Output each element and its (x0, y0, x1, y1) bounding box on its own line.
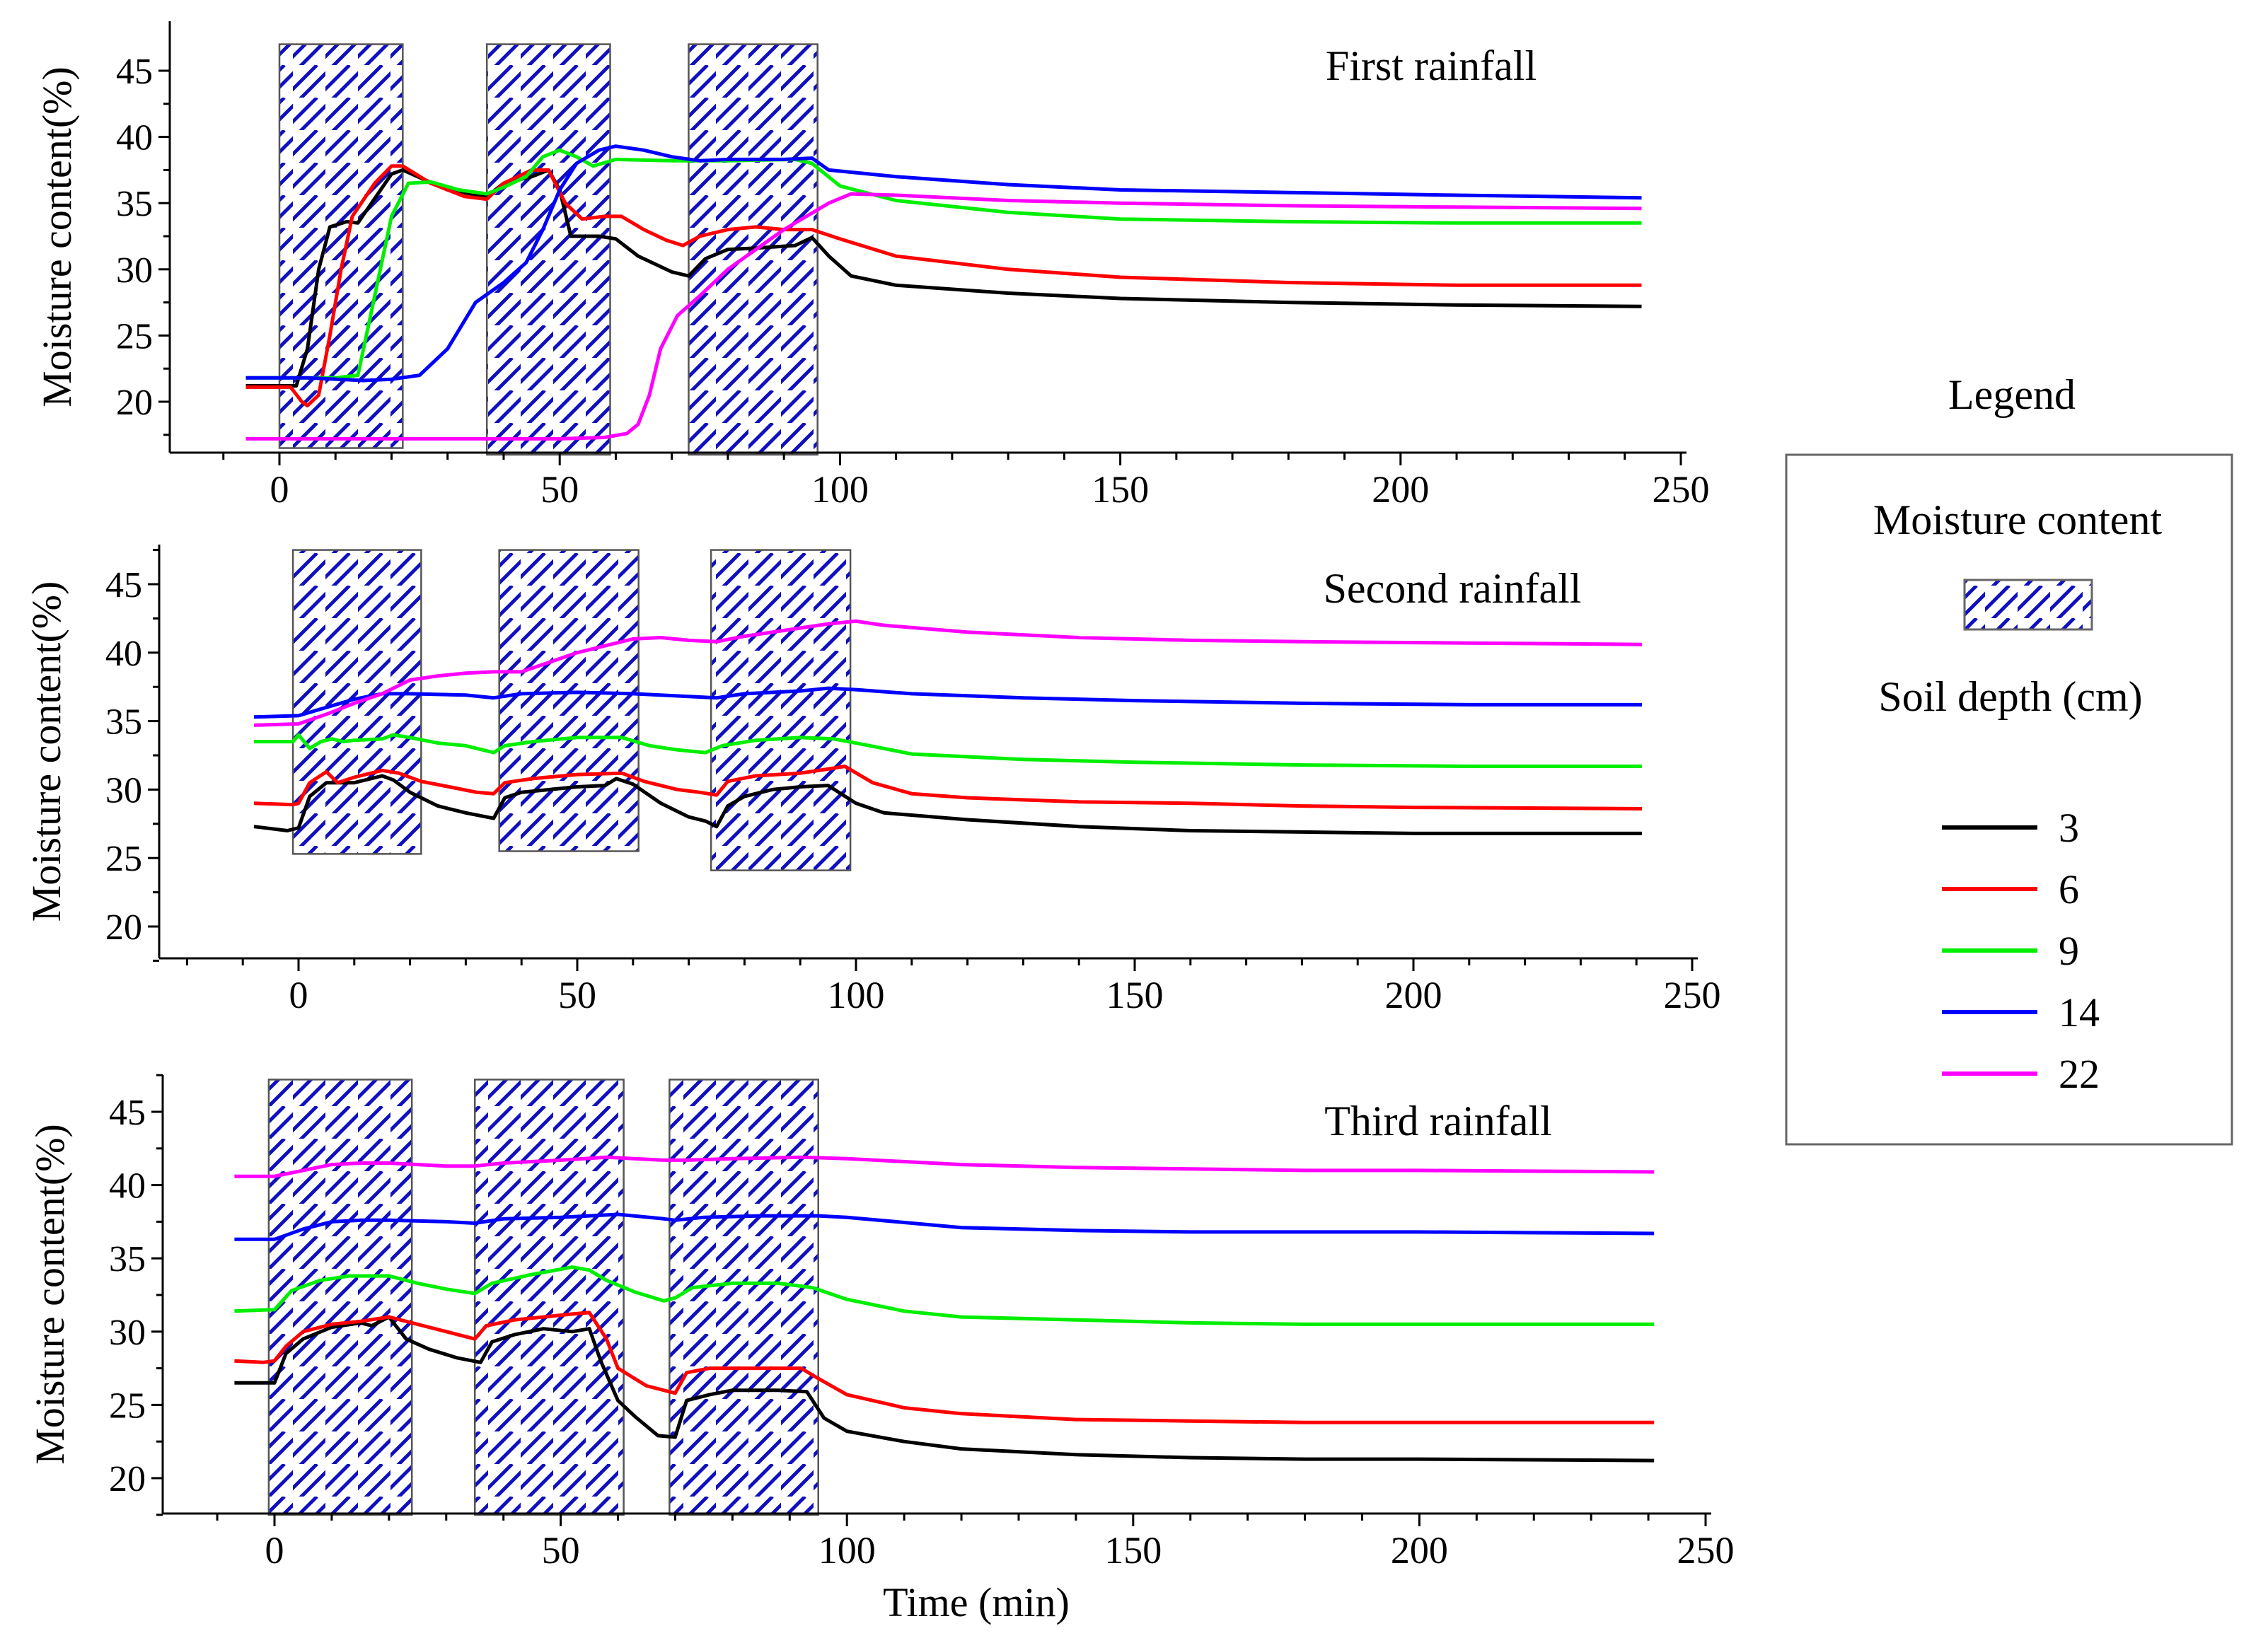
y-tick-label: 40 (116, 118, 153, 158)
y-tick-label: 40 (109, 1166, 146, 1207)
legend-moisture-label: Moisture content (1873, 496, 2163, 543)
series-line-6cm (245, 164, 1642, 408)
x-tick-label: 250 (1653, 468, 1710, 511)
y-tick-label: 25 (105, 839, 142, 879)
x-tick-label: 0 (265, 1529, 284, 1572)
y-tick-label: 45 (105, 565, 142, 605)
y-tick-label: 40 (105, 634, 142, 674)
panel-second-rainfall: 20 25 30 35 40 45 0 50 100 150 200 250 Moisture cont… (23, 545, 1721, 1016)
y-tick-label: 30 (109, 1313, 146, 1353)
x-tick-label: 0 (270, 468, 289, 511)
x-tick-label: 250 (1677, 1529, 1735, 1572)
series-line-14cm (234, 1212, 1655, 1241)
series-line-14cm (245, 144, 1642, 383)
x-tick-label: 150 (1106, 974, 1164, 1016)
rain-period-1 (267, 1079, 413, 1516)
x-tick-label: 150 (1104, 1529, 1162, 1572)
x-tick-label: 200 (1391, 1529, 1448, 1572)
rain-period-3 (710, 549, 852, 871)
series-line-3cm (245, 168, 1642, 388)
panel-title: First rainfall (1326, 42, 1537, 89)
x-tick-label: 200 (1385, 974, 1442, 1016)
rain-period-2 (498, 549, 640, 852)
series-line-9cm (254, 733, 1643, 768)
x-tick-label: 200 (1372, 468, 1429, 511)
x-tick-label: 0 (289, 974, 308, 1016)
y-tick-label: 35 (109, 1239, 146, 1279)
legend-title: Legend (1948, 371, 2076, 418)
series-line-22cm (234, 1155, 1655, 1178)
x-tick-label: 100 (828, 974, 885, 1016)
series-line-9cm (245, 148, 1642, 380)
y-tick-label: 35 (105, 702, 142, 743)
legend-hatch-swatch (1963, 579, 2093, 631)
y-tick-label: 35 (116, 184, 153, 224)
y-tick-label: 45 (109, 1093, 146, 1133)
panel-first-rainfall: 20 25 30 35 40 45 0 50 100 150 200 250 Moisture cont… (34, 21, 1710, 511)
y-axis-label: Moisture content(%) (34, 66, 80, 407)
panel-title: Third rainfall (1324, 1098, 1552, 1144)
y-axis-label: Moisture content(%) (27, 1124, 73, 1465)
y-tick-label: 30 (105, 770, 142, 811)
x-tick-label: 50 (558, 974, 596, 1016)
x-tick-label: 150 (1092, 468, 1149, 511)
series-line-22cm (253, 619, 1643, 727)
legend: Legend Moisture content Soil depth (cm) … (1785, 371, 2233, 1146)
series-line-22cm (245, 192, 1642, 441)
series-group (234, 1155, 1655, 1463)
y-tick-label: 20 (116, 383, 153, 423)
y-tick-label: 20 (105, 907, 142, 948)
panel-title: Second rainfall (1324, 565, 1582, 612)
y-tick-label: 30 (116, 250, 153, 291)
y-tick-label: 45 (116, 52, 153, 92)
y-tick-label: 20 (109, 1459, 146, 1499)
rain-period-3 (669, 1079, 819, 1516)
y-tick-label: 25 (116, 316, 153, 356)
legend-entries: 3 6 9 14 22 (1942, 805, 2100, 1097)
legend-label-14cm: 14 (2059, 989, 2100, 1035)
x-tick-label: 100 (811, 468, 869, 511)
x-tick-label: 100 (818, 1529, 876, 1572)
series-line-9cm (234, 1265, 1655, 1326)
series-line-3cm (234, 1315, 1655, 1463)
legend-box (1785, 453, 2233, 1146)
x-tick-label: 50 (542, 1529, 580, 1572)
series-line-14cm (253, 686, 1643, 719)
x-axis-label: Time (min) (883, 1579, 1070, 1625)
legend-label-3cm: 3 (2059, 805, 2079, 851)
rain-period-2 (485, 43, 611, 456)
series-group (253, 619, 1643, 835)
series-line-6cm (253, 765, 1643, 811)
legend-label-9cm: 9 (2059, 928, 2079, 974)
series-line-3cm (253, 774, 1643, 835)
series-group (245, 144, 1642, 441)
x-tick-label: 50 (540, 468, 579, 511)
panel-third-rainfall: 20 25 30 35 40 45 0 50 100 150 200 250 Moisture cont… (27, 1074, 1735, 1625)
legend-label-22cm: 22 (2059, 1051, 2100, 1097)
legend-depth-label: Soil depth (cm) (1878, 673, 2142, 720)
y-tick-label: 25 (109, 1386, 146, 1426)
series-line-6cm (234, 1311, 1655, 1424)
legend-label-6cm: 6 (2059, 866, 2079, 912)
x-tick-label: 250 (1664, 974, 1721, 1016)
y-axis-label: Moisture content(%) (23, 581, 69, 922)
rain-period-2 (473, 1079, 625, 1516)
